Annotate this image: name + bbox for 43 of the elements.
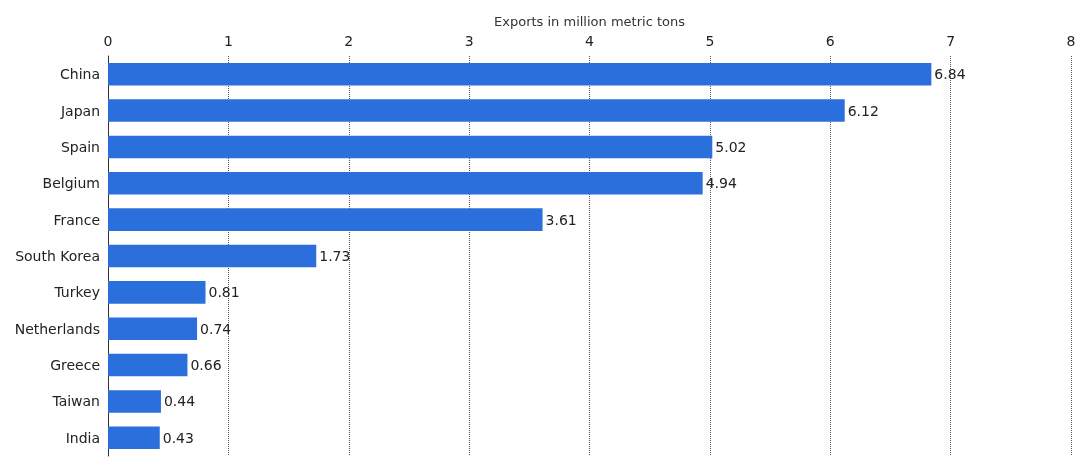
data-label: 3.61 bbox=[545, 211, 577, 228]
y-tick-label: Turkey bbox=[53, 284, 100, 301]
data-label: 0.43 bbox=[162, 429, 194, 446]
bar bbox=[108, 353, 188, 377]
data-label: 6.84 bbox=[934, 66, 966, 83]
y-tick-label: France bbox=[53, 211, 100, 228]
bar bbox=[108, 426, 160, 450]
data-label: 1.73 bbox=[319, 248, 351, 264]
x-tick-label: 7 bbox=[946, 33, 956, 49]
x-tick-label: 1 bbox=[223, 33, 233, 49]
y-tick-label: South Korea bbox=[15, 248, 100, 264]
x-tick-label: 2 bbox=[344, 33, 354, 49]
y-tick-label: Japan bbox=[59, 102, 100, 119]
data-label: 0.81 bbox=[208, 284, 240, 301]
y-tick-label: Spain bbox=[60, 138, 100, 155]
bar bbox=[108, 135, 713, 159]
x-tick-label: 3 bbox=[464, 33, 474, 49]
bar bbox=[108, 317, 198, 340]
y-tick-label: Taiwan bbox=[51, 393, 100, 410]
y-tick-label: China bbox=[60, 66, 100, 83]
data-label: 6.12 bbox=[847, 102, 879, 119]
bar bbox=[108, 99, 845, 122]
y-tick-label: Belgium bbox=[42, 175, 100, 192]
bar bbox=[108, 62, 932, 86]
bar bbox=[108, 244, 317, 268]
y-tick-label: Netherlands bbox=[14, 320, 100, 337]
x-tick-label: 4 bbox=[585, 33, 595, 49]
bar bbox=[108, 172, 703, 195]
bar bbox=[108, 390, 161, 413]
x-tick-label: 0 bbox=[103, 33, 113, 49]
x-tick-label: 5 bbox=[705, 33, 715, 49]
y-tick-label: India bbox=[65, 429, 100, 446]
bar bbox=[108, 281, 206, 304]
data-label: 4.94 bbox=[705, 175, 737, 192]
x-tick-label: 8 bbox=[1066, 33, 1076, 49]
data-label: 0.74 bbox=[200, 320, 232, 337]
x-tick-label: 6 bbox=[825, 33, 835, 49]
data-label: 5.02 bbox=[715, 138, 747, 155]
bar bbox=[108, 208, 543, 231]
data-label: 0.44 bbox=[163, 393, 196, 410]
y-tick-label: Greece bbox=[50, 357, 100, 374]
x-axis-title: Exports in million metric tons bbox=[494, 14, 686, 29]
data-label: 0.66 bbox=[190, 357, 222, 374]
